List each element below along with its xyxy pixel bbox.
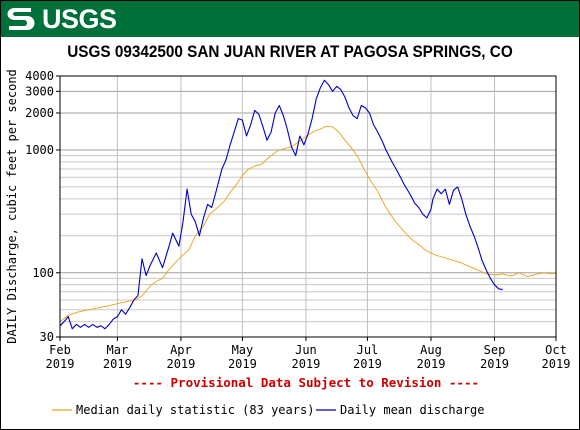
y-tick-label: 3000 xyxy=(25,84,54,98)
usgs-wave-icon xyxy=(7,8,35,30)
legend-mean-label: Daily mean discharge xyxy=(340,403,485,417)
x-axis: Feb2019Mar2019Apr2019May2019Jun2019Jul20… xyxy=(46,337,571,371)
x-tick-month: Jun xyxy=(295,343,317,357)
x-tick-month: Oct xyxy=(545,343,567,357)
x-tick-month: May xyxy=(232,343,254,357)
x-tick-year: 2019 xyxy=(103,357,132,371)
x-tick-year: 2019 xyxy=(46,357,75,371)
y-tick-label: 30 xyxy=(40,330,54,344)
x-tick-year: 2019 xyxy=(228,357,257,371)
legend-median-label: Median daily statistic (83 years) xyxy=(76,403,314,417)
logo-text: USGS xyxy=(42,3,117,34)
usgs-banner: USGS xyxy=(1,1,579,37)
y-tick-label: 2000 xyxy=(25,106,54,120)
revision-note: ---- Provisional Data Subject to Revisio… xyxy=(133,375,479,390)
y-tick-label: 4000 xyxy=(25,69,54,83)
x-tick-month: Jul xyxy=(357,343,379,357)
x-tick-month: Sep xyxy=(484,343,506,357)
legend: Median daily statistic (83 years) Daily m… xyxy=(52,403,485,417)
y-tick-label: 1000 xyxy=(25,143,54,157)
x-tick-year: 2019 xyxy=(353,357,382,371)
x-tick-month: Feb xyxy=(49,343,71,357)
mean-line xyxy=(59,79,503,330)
series-layer xyxy=(59,79,557,330)
x-tick-year: 2019 xyxy=(542,357,571,371)
chart-title: USGS 09342500 SAN JUAN RIVER AT PAGOSA S… xyxy=(67,42,513,61)
y-tick-label: 100 xyxy=(32,266,54,280)
x-tick-year: 2019 xyxy=(291,357,320,371)
y-axis-label: DAILY Discharge, cubic feet per second xyxy=(5,69,19,344)
x-tick-year: 2019 xyxy=(417,357,446,371)
x-tick-month: Mar xyxy=(107,343,129,357)
plot-border xyxy=(59,75,557,338)
x-tick-year: 2019 xyxy=(480,357,509,371)
x-tick-month: Apr xyxy=(170,343,192,357)
x-tick-month: Aug xyxy=(420,343,442,357)
x-tick-year: 2019 xyxy=(166,357,195,371)
usgs-logo[interactable]: USGS xyxy=(7,4,117,34)
grid xyxy=(59,75,557,338)
